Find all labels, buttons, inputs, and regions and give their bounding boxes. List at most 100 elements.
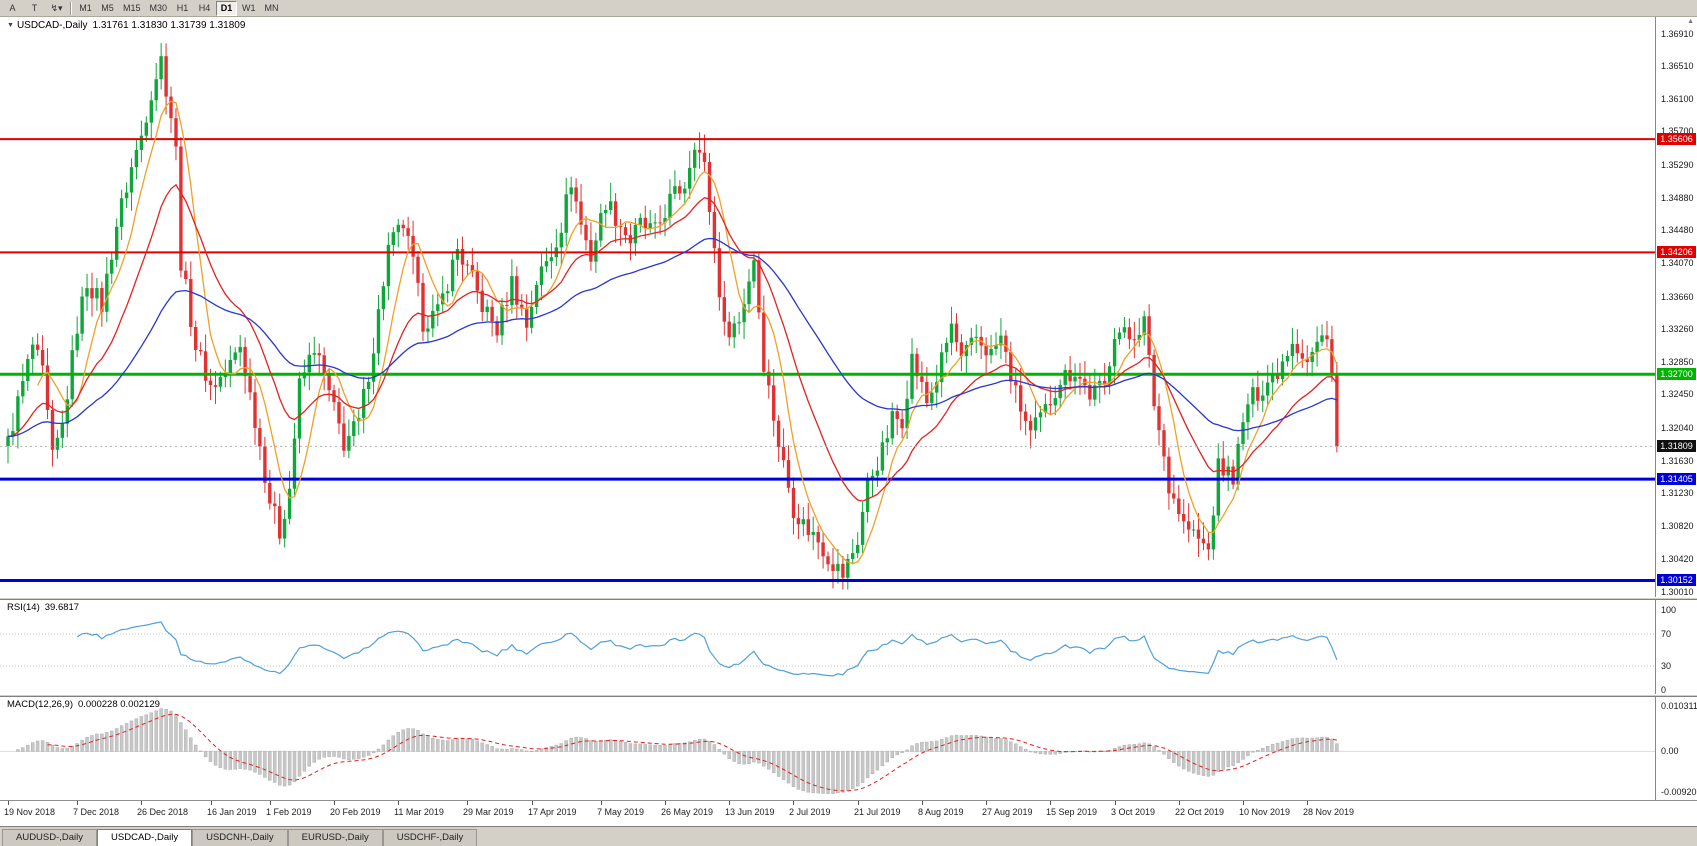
price-axis-label: 1.30420 [1661, 554, 1694, 564]
tab-audusd-daily[interactable]: AUDUSD-,Daily [2, 829, 98, 846]
panel-separator[interactable] [0, 694, 1697, 697]
tab-eurusd-daily[interactable]: EURUSD-,Daily [287, 829, 383, 846]
templates-button[interactable]: T [24, 0, 45, 16]
price-axis-label: 1.34070 [1661, 258, 1694, 268]
date-tick [532, 801, 533, 805]
macd-signal-line [47, 713, 1337, 792]
date-label: 8 Aug 2019 [918, 807, 964, 817]
date-tick [398, 801, 399, 805]
symbols-button[interactable]: A [2, 0, 23, 16]
price-axis-label: 1.31630 [1661, 456, 1694, 466]
bottom-tabs: AUDUSD-,Daily USDCAD-,Daily USDCNH-,Daily E… [0, 826, 1697, 846]
hline-price-badge: 1.35606 [1657, 133, 1696, 145]
date-label: 16 Jan 2019 [207, 807, 257, 817]
date-tick [8, 801, 9, 805]
main-chart-panel[interactable]: ▼ USDCAD-,Daily 1.31761 1.31830 1.31739 1.… [0, 17, 1655, 597]
macd-panel[interactable]: MACD(12,26,9) 0.000228 0.002129 [0, 697, 1655, 800]
hline-price-badge: 1.32700 [1657, 368, 1696, 380]
price-axis-label: 1.32040 [1661, 423, 1694, 433]
date-label: 17 Apr 2019 [528, 807, 577, 817]
timeframe-group: M1 M5 M15 M30 H1 H4 D1 W1 MN [75, 0, 283, 16]
date-tick [665, 801, 666, 805]
rsi-line [76, 621, 1338, 677]
date-tick [211, 801, 212, 805]
timeframe-button-h1[interactable]: H1 [172, 0, 194, 16]
date-label: 7 Dec 2018 [73, 807, 120, 817]
timeframe-button-w1[interactable]: W1 [238, 0, 260, 16]
macd-value-label: 0.000228 0.002129 [78, 699, 160, 710]
chart-ohlc-values: 1.31761 1.31830 1.31739 1.31809 [92, 20, 246, 31]
date-label: 3 Oct 2019 [1111, 807, 1156, 817]
macd-scale-label: 0.010311 [1661, 701, 1697, 711]
date-tick [77, 801, 78, 805]
timeframe-button-h4[interactable]: H4 [194, 0, 216, 16]
date-label: 20 Feb 2019 [330, 807, 381, 817]
date-label: 11 Mar 2019 [394, 807, 444, 817]
tab-usdchf-daily[interactable]: USDCHF-,Daily [382, 829, 478, 846]
hline-price-badge: 1.31405 [1657, 473, 1696, 485]
date-label: 13 Jun 2019 [725, 807, 775, 817]
collapse-icon[interactable]: ▼ [7, 22, 14, 29]
date-label: 26 May 2019 [661, 807, 714, 817]
timeframe-button-m5[interactable]: M5 [97, 0, 118, 16]
date-label: 19 Nov 2018 [4, 807, 56, 817]
macd-histogram [16, 708, 1339, 794]
price-axis[interactable]: ▲ 100 70 30 0 0.010311 0.00 -0.009203 1.… [1655, 17, 1697, 800]
date-tick [793, 801, 794, 805]
chart-title: ▼ USDCAD-,Daily 1.31761 1.31830 1.31739 1.… [7, 20, 245, 31]
price-axis-label: 1.36510 [1661, 61, 1694, 71]
timeframe-button-d1[interactable]: D1 [216, 0, 238, 16]
rsi-scale-label: 100 [1661, 605, 1677, 615]
panel-separator[interactable] [0, 597, 1697, 600]
price-axis-label: 1.30010 [1661, 587, 1694, 597]
date-label: 22 Oct 2019 [1175, 807, 1225, 817]
price-axis-label: 1.34880 [1661, 193, 1694, 203]
macd-canvas[interactable] [0, 697, 1655, 800]
price-axis-label: 1.33660 [1661, 292, 1694, 302]
date-label: 26 Dec 2018 [137, 807, 189, 817]
rsi-value-label: 39.6817 [44, 602, 80, 613]
date-label: 1 Feb 2019 [266, 807, 312, 817]
date-tick [729, 801, 730, 805]
toolbar-separator [70, 1, 72, 15]
macd-scale-label: 0.00 [1661, 746, 1679, 756]
ma-line-fast [37, 100, 1338, 565]
date-label: 29 Mar 2019 [463, 807, 514, 817]
axis-scroll-marker: ▲ [1687, 18, 1694, 25]
tab-usdcad-daily[interactable]: USDCAD-,Daily [97, 829, 193, 846]
price-axis-label: 1.33260 [1661, 324, 1694, 334]
chart-symbol-label: USDCAD-,Daily [16, 20, 88, 31]
date-tick [1115, 801, 1116, 805]
macd-scale-label: -0.009203 [1661, 787, 1697, 797]
rsi-panel[interactable]: RSI(14) 39.6817 [0, 600, 1655, 694]
tab-usdcnh-daily[interactable]: USDCNH-,Daily [192, 829, 288, 846]
timeframe-button-m15[interactable]: M15 [119, 0, 145, 16]
price-axis-label: 1.34480 [1661, 225, 1694, 235]
timeframe-button-m30[interactable]: M30 [145, 0, 172, 16]
rsi-canvas[interactable] [0, 600, 1655, 694]
date-tick [601, 801, 602, 805]
date-label: 2 Jul 2019 [789, 807, 831, 817]
time-axis[interactable]: 19 Nov 2018 7 Dec 2018 26 Dec 2018 16 Jan 2… [0, 800, 1697, 826]
rsi-scale-label: 30 [1661, 661, 1672, 671]
date-tick [1243, 801, 1244, 805]
date-tick [467, 801, 468, 805]
date-tick [922, 801, 923, 805]
indicator-list-button[interactable]: ↯▾ [46, 0, 67, 16]
timeframe-button-mn[interactable]: MN [260, 0, 283, 16]
date-tick [1050, 801, 1051, 805]
current-price-badge: 1.31809 [1657, 440, 1696, 452]
date-tick [270, 801, 271, 805]
ma-line-mid [7, 183, 1338, 502]
timeframe-button-m1[interactable]: M1 [75, 0, 96, 16]
main-chart-canvas[interactable] [0, 17, 1655, 597]
hlines-layer[interactable] [0, 138, 1655, 582]
rsi-scale-label: 70 [1661, 629, 1672, 639]
toolbar: A T ↯▾ M1 M5 M15 M30 H1 H4 D1 W1 MN [0, 0, 1697, 17]
toolbar-icon-group: A T ↯▾ [2, 0, 67, 16]
date-label: 27 Aug 2019 [982, 807, 1033, 817]
candles-layer [6, 43, 1339, 590]
price-axis-label: 1.36910 [1661, 29, 1694, 39]
price-axis-label: 1.32850 [1661, 357, 1694, 367]
date-label: 21 Jul 2019 [854, 807, 901, 817]
